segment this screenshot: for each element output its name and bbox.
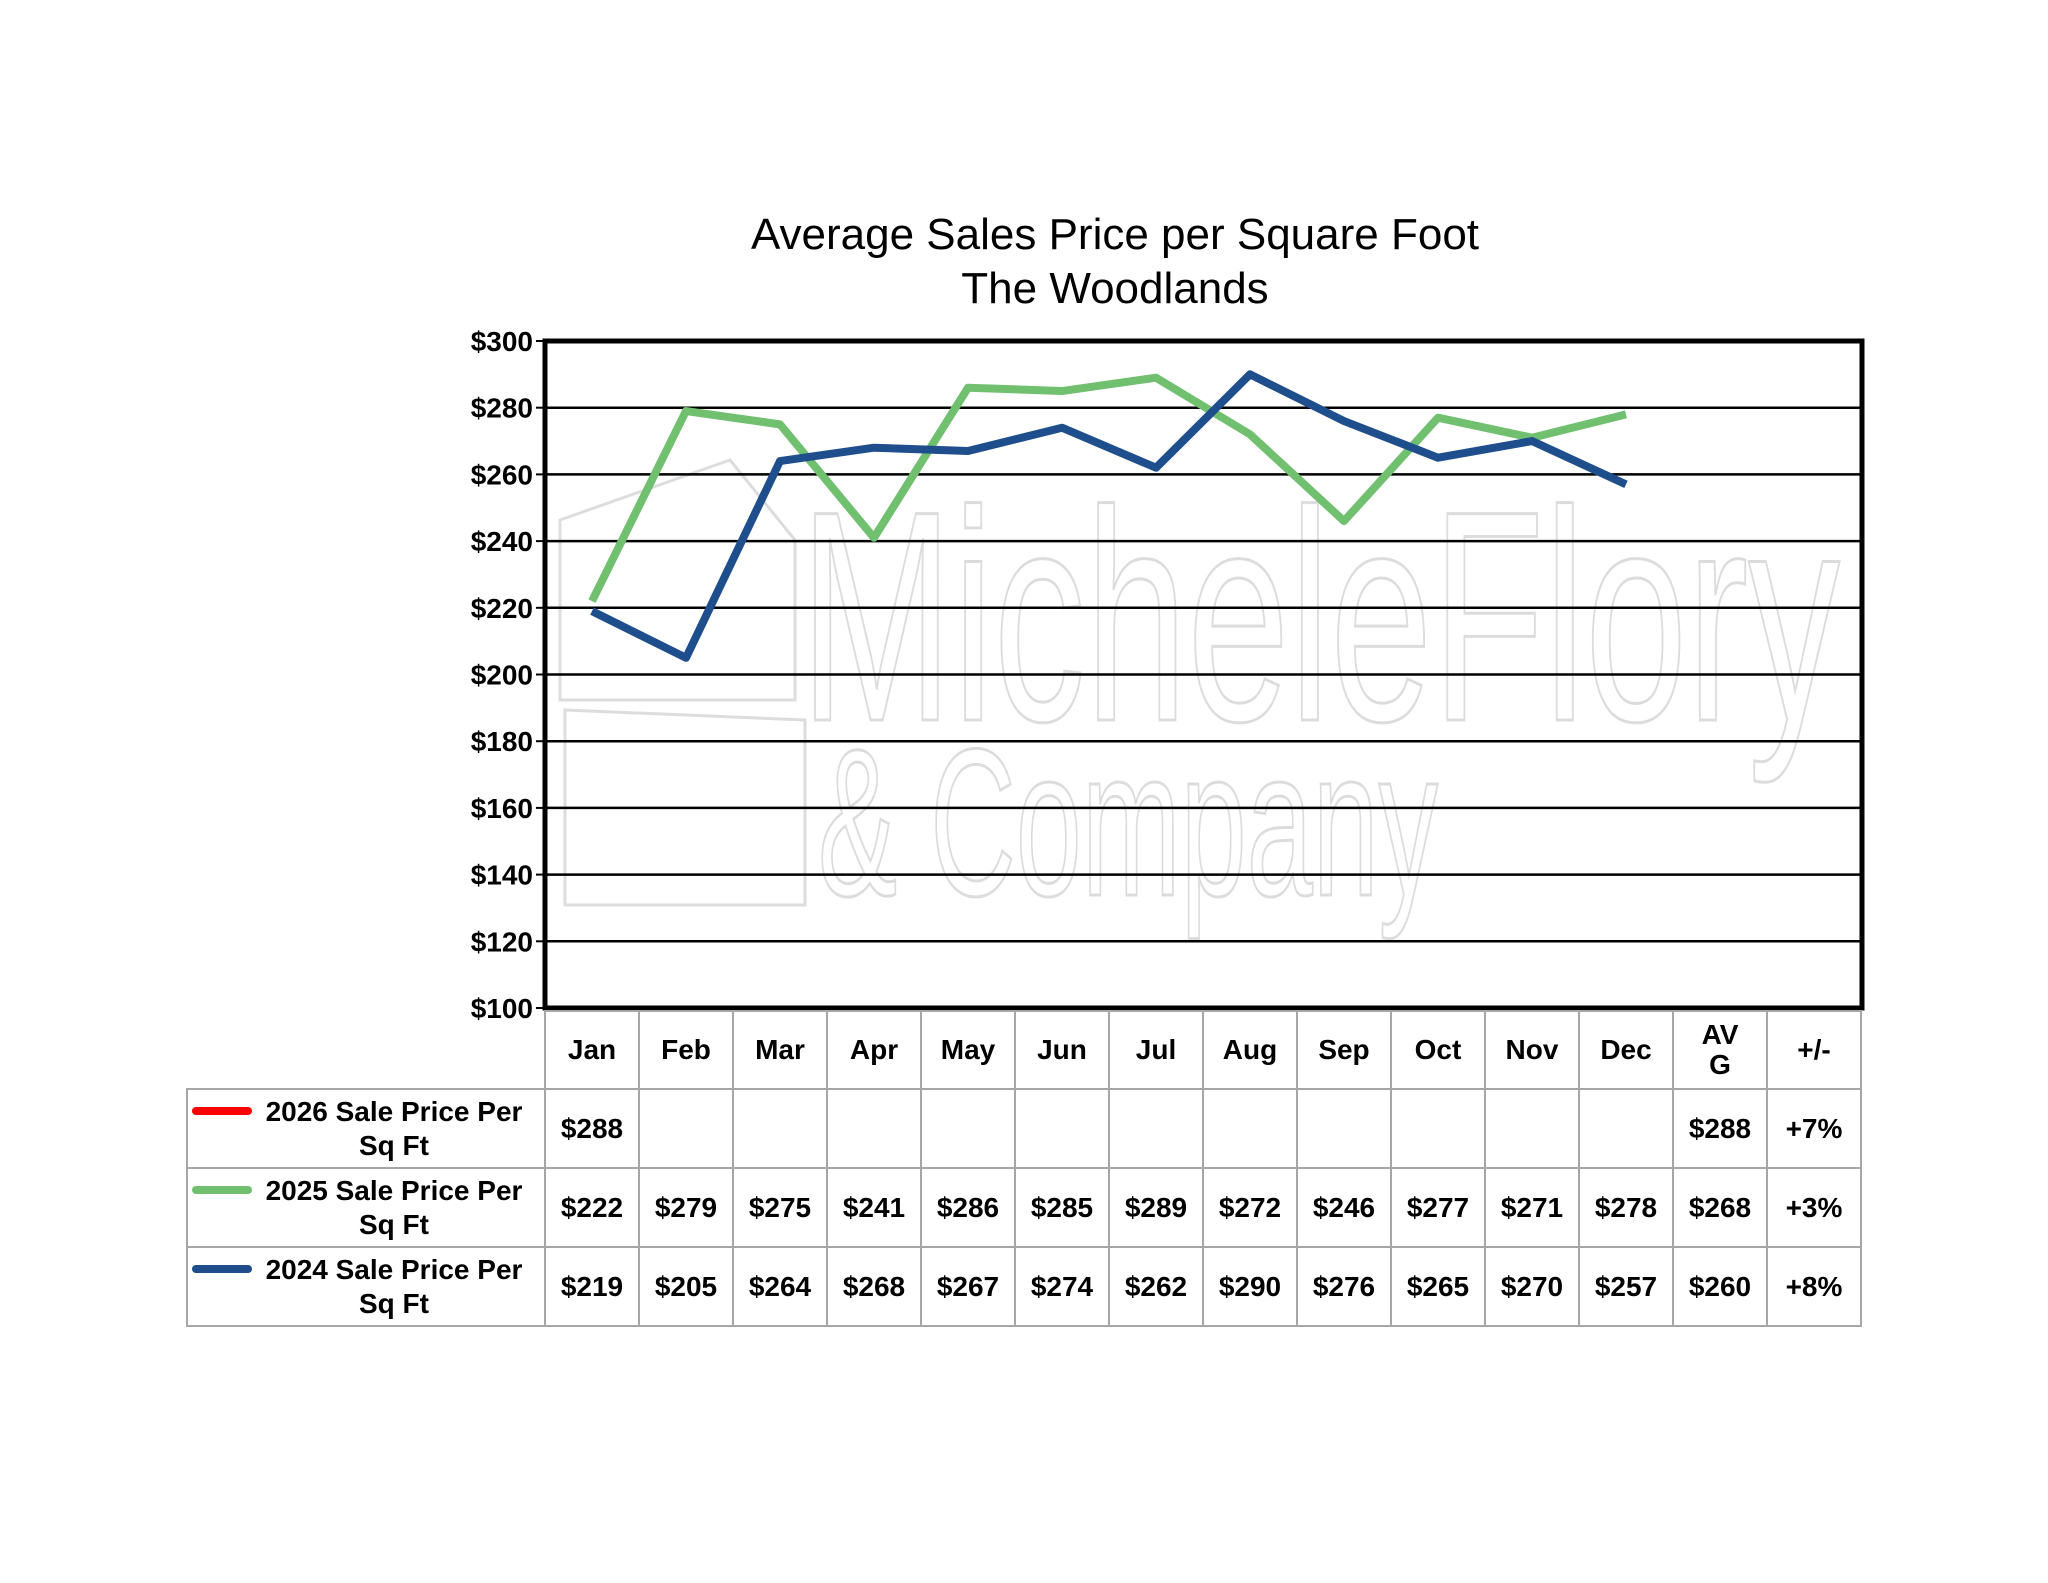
table-cell: $264 — [732, 1246, 828, 1327]
table-cell: $276 — [1296, 1246, 1392, 1327]
y-tick-label: $280 — [471, 393, 533, 424]
column-header-month: Feb — [638, 1010, 734, 1090]
table-cell: $270 — [1484, 1246, 1580, 1327]
table-row: 2025 Sale Price Per Sq Ft $222 $279 $275 $24… — [186, 1167, 1862, 1248]
column-header-month: Jun — [1014, 1010, 1110, 1090]
column-header-month: May — [920, 1010, 1016, 1090]
table-corner — [187, 1011, 545, 1089]
series-line — [590, 370, 1628, 662]
table-cell — [1202, 1088, 1298, 1169]
legend-label-text: 2024 Sale Price Per Sq Ft — [265, 1253, 523, 1319]
table-cell: +7% — [1766, 1088, 1862, 1169]
y-tick-label: $140 — [471, 860, 533, 891]
y-tick-label: $220 — [471, 593, 533, 624]
table-row: 2024 Sale Price Per Sq Ft $219 $205 $264 $26… — [186, 1246, 1862, 1327]
column-header-month: Sep — [1296, 1010, 1392, 1090]
table-cell: $285 — [1014, 1167, 1110, 1248]
table-cell: $260 — [1672, 1246, 1768, 1327]
table-cell: $219 — [544, 1246, 640, 1327]
table-cell: +8% — [1766, 1246, 1862, 1327]
y-tick-label: $240 — [471, 526, 533, 557]
data-table: Jan Feb Mar Apr May Jun Jul Aug Sep Oct Nov Dec AV G +… — [186, 1010, 1862, 1327]
column-header-month: Mar — [732, 1010, 828, 1090]
chart-subtitle: The Woodlands — [961, 264, 1269, 313]
table-cell: $241 — [826, 1167, 922, 1248]
table-cell: $265 — [1390, 1246, 1486, 1327]
table-cell: $246 — [1296, 1167, 1392, 1248]
table-cell — [1014, 1088, 1110, 1169]
table-cell — [638, 1088, 734, 1169]
table-cell: $272 — [1202, 1167, 1298, 1248]
column-header-summary: AV G — [1672, 1010, 1768, 1090]
table-cell: $205 — [638, 1246, 734, 1327]
y-tick-label: $260 — [471, 459, 533, 490]
column-header-month: Aug — [1202, 1010, 1298, 1090]
y-tick-label: $200 — [471, 660, 533, 691]
table-cell — [1108, 1088, 1204, 1169]
series-lines — [588, 370, 1628, 662]
table-cell — [920, 1088, 1016, 1169]
series-legend-label: 2025 Sale Price Per Sq Ft — [186, 1167, 546, 1248]
column-header-month: Oct — [1390, 1010, 1486, 1090]
watermark-house-icon — [558, 458, 807, 907]
table-cell: $288 — [1672, 1088, 1768, 1169]
table-cell: $262 — [1108, 1246, 1204, 1327]
column-header-month: Nov — [1484, 1010, 1580, 1090]
legend-label-text: 2026 Sale Price Per Sq Ft — [265, 1095, 523, 1161]
column-header-summary: +/- — [1766, 1010, 1862, 1090]
chart-title-main: Average Sales Price per Square Foot — [750, 210, 1480, 259]
y-axis-tick-labels: $300 $280 $260 $240 $220 $200 $180 $160 $140 $120… — [471, 326, 533, 1024]
watermark-line-2: & Company — [818, 705, 1438, 940]
table-cell: $222 — [544, 1167, 640, 1248]
table-cell: $271 — [1484, 1167, 1580, 1248]
y-tick-label: $160 — [471, 793, 533, 824]
table-cell: $279 — [638, 1167, 734, 1248]
column-header-month: Apr — [826, 1010, 922, 1090]
y-tick-label: $120 — [471, 926, 533, 957]
table-cell: $277 — [1390, 1167, 1486, 1248]
plot-frame — [542, 338, 1865, 1011]
table-cell — [1484, 1088, 1580, 1169]
table-cell: $268 — [826, 1246, 922, 1327]
series-line — [588, 373, 1627, 603]
table-header-row: Jan Feb Mar Apr May Jun Jul Aug Sep Oct Nov Dec AV G +… — [187, 1010, 1862, 1090]
column-header-month: Jan — [544, 1010, 640, 1090]
legend-swatch — [192, 1265, 252, 1273]
table-cell: $288 — [544, 1088, 640, 1169]
table-cell: $268 — [1672, 1167, 1768, 1248]
table-cell — [1390, 1088, 1486, 1169]
column-header-month: Dec — [1578, 1010, 1674, 1090]
table-cell: $274 — [1014, 1246, 1110, 1327]
legend-label-text: 2025 Sale Price Per Sq Ft — [265, 1174, 523, 1240]
series-legend-label: 2024 Sale Price Per Sq Ft — [186, 1246, 546, 1327]
table-cell: $278 — [1578, 1167, 1674, 1248]
legend-swatch — [192, 1107, 252, 1115]
table-cell: $289 — [1108, 1167, 1204, 1248]
table-cell — [1578, 1088, 1674, 1169]
table-cell: $257 — [1578, 1246, 1674, 1327]
chart-title: Average Sales Price per Square Foot The … — [0, 208, 2048, 316]
table-cell — [826, 1088, 922, 1169]
table-cell: $290 — [1202, 1246, 1298, 1327]
series-legend-label: 2026 Sale Price Per Sq Ft — [186, 1088, 546, 1169]
column-header-month: Jul — [1108, 1010, 1204, 1090]
table-row: 2026 Sale Price Per Sq Ft $288 $288 +7% — [186, 1088, 1862, 1169]
y-tick-label: $180 — [471, 726, 533, 757]
table-cell: +3% — [1766, 1167, 1862, 1248]
y-tick-label: $300 — [471, 326, 533, 357]
table-cell: $275 — [732, 1167, 828, 1248]
table-cell: $286 — [920, 1167, 1016, 1248]
legend-swatch — [192, 1186, 252, 1194]
table-cell — [732, 1088, 828, 1169]
table-cell: $267 — [920, 1246, 1016, 1327]
y-tick-label: $100 — [471, 993, 533, 1024]
table-cell — [1296, 1088, 1392, 1169]
